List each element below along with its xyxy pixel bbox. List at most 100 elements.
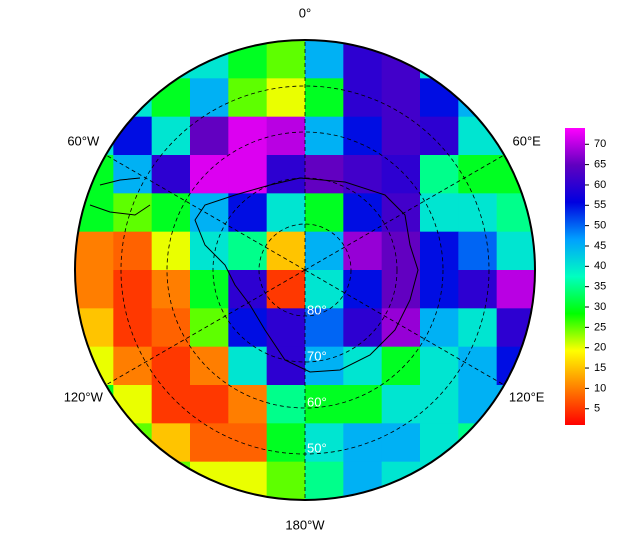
grid-cell: [190, 40, 229, 79]
grid-cell: [305, 78, 344, 118]
grid-cell: [496, 193, 535, 233]
grid-cell: [343, 231, 383, 271]
grid-cell: [381, 461, 421, 500]
grid-cell: [496, 270, 535, 309]
grid-cell: [75, 78, 114, 118]
grid-cell: [266, 193, 306, 233]
grid-cell: [420, 308, 459, 348]
grid-cell: [458, 423, 498, 463]
grid-cell: [190, 231, 229, 271]
parallel-label: 50°: [307, 440, 327, 455]
grid-cell: [75, 40, 114, 79]
parallel-label: 70°: [307, 348, 327, 363]
grid-cell: [458, 461, 498, 500]
colorbar-label: 65: [594, 159, 606, 171]
grid-cell: [266, 385, 306, 424]
grid-cell: [75, 461, 114, 500]
grid-cell: [496, 423, 535, 463]
grid-cell: [228, 423, 268, 463]
grid-cell: [75, 231, 114, 271]
grid-cell: [151, 231, 191, 271]
data-field: [75, 40, 535, 500]
grid-cell: [113, 40, 153, 79]
grid-cell: [113, 270, 153, 309]
grid-cell: [458, 155, 498, 194]
grid-cell: [458, 78, 498, 118]
grid-cell: [458, 193, 498, 233]
grid-cell: [228, 461, 268, 500]
grid-cell: [113, 78, 153, 118]
colorbar-label: 15: [594, 362, 606, 374]
grid-cell: [75, 270, 114, 309]
grid-cell: [343, 116, 383, 156]
grid-cell: [75, 155, 114, 194]
grid-cell: [190, 193, 229, 233]
grid-cell: [113, 346, 153, 386]
meridian-label: 180°W: [285, 517, 325, 532]
parallel: [212, 177, 398, 363]
grid-cell: [381, 385, 421, 424]
meridian: [304, 269, 505, 386]
colorbar-label: 35: [594, 281, 606, 293]
grid-cell: [113, 155, 153, 194]
grid-cell: [190, 461, 229, 500]
grid-cell: [266, 270, 306, 309]
grid-cell: [381, 116, 421, 156]
grid-cell: [266, 423, 306, 463]
grid-cell: [266, 231, 306, 271]
grid-cell: [228, 385, 268, 424]
grid-cell: [190, 116, 229, 156]
grid-cell: [305, 116, 344, 156]
grid-cell: [113, 308, 153, 348]
grid-cell: [381, 155, 421, 194]
colorbar-label: 50: [594, 220, 606, 232]
grid-cell: [496, 461, 535, 500]
colorbar-label: 25: [594, 321, 606, 333]
grid-cell: [381, 40, 421, 79]
grid-cell: [266, 155, 306, 194]
grid-cell: [458, 346, 498, 386]
grid-cell: [305, 193, 344, 233]
grid-cell: [190, 385, 229, 424]
grid-cell: [151, 155, 191, 194]
grid-cell: [420, 385, 459, 424]
grid-cell: [420, 116, 459, 156]
grid-cell: [381, 423, 421, 463]
grid-cell: [420, 40, 459, 79]
grid-cell: [381, 78, 421, 118]
grid-cell: [458, 270, 498, 309]
grid-cell: [113, 231, 153, 271]
grid-cell: [228, 155, 268, 194]
grid-cell: [381, 270, 421, 309]
colorbar-label: 70: [594, 138, 606, 150]
meridian-label: 120°W: [64, 389, 104, 404]
grid-cell: [458, 40, 498, 79]
grid-cell: [75, 193, 114, 233]
grid-cell: [151, 193, 191, 233]
grid-cell: [75, 308, 114, 348]
grid-cell: [420, 346, 459, 386]
coastline: [89, 177, 151, 216]
grid-cell: [305, 308, 344, 348]
grid-cell: [381, 346, 421, 386]
grid-cell: [190, 78, 229, 118]
grid-cell: [151, 346, 191, 386]
grid-cell: [266, 308, 306, 348]
colorbar: [565, 128, 585, 425]
grid-cell: [266, 346, 306, 386]
grid-cell: [305, 40, 344, 79]
grid-cell: [190, 346, 229, 386]
map-border: [74, 39, 536, 501]
meridian-label: 120°E: [509, 389, 545, 404]
grid-cell: [458, 308, 498, 348]
grid-cell: [496, 308, 535, 348]
grid-cell: [190, 423, 229, 463]
graticule: 80° 70° 60° 50°: [105, 40, 505, 500]
grid-cell: [113, 461, 153, 500]
grid-cell: [228, 231, 268, 271]
grid-cell: [343, 423, 383, 463]
meridian-label: 60°W: [67, 133, 100, 148]
parallel-label: 80°: [307, 302, 327, 317]
grid-cell: [305, 155, 344, 194]
meridian: [105, 154, 306, 271]
